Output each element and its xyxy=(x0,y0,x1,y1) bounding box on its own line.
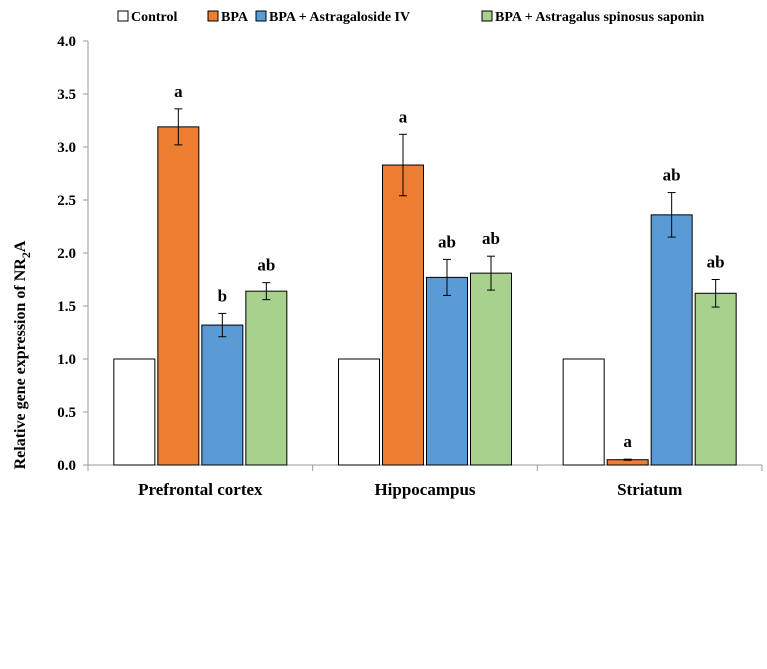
bar xyxy=(245,290,288,466)
legend-swatch xyxy=(481,10,493,22)
y-tick-label: 3.0 xyxy=(57,140,76,156)
legend-entry: BPA + Astragaloside IV xyxy=(269,10,410,25)
legend-swatch xyxy=(207,10,219,22)
bar xyxy=(694,292,737,466)
axes: 0.0 0.5 1.0 1.5 2.0 2.5 3.0 3.5 4.0 Prefrontal co… xyxy=(57,34,763,499)
significance-label: ab xyxy=(707,253,725,272)
bar xyxy=(201,324,244,466)
significance-label: ab xyxy=(663,166,681,185)
bars xyxy=(113,126,737,466)
significance-label: a xyxy=(623,432,632,451)
bar xyxy=(650,214,693,466)
significance-label: a xyxy=(174,82,183,101)
y-tick-label: 3.5 xyxy=(57,87,76,103)
bar xyxy=(470,272,512,466)
bar xyxy=(157,126,200,466)
bar xyxy=(113,358,156,466)
legend-swatch xyxy=(117,10,129,22)
legend-entry: BPA + Astragalus spinosus saponin xyxy=(495,10,704,25)
y-tick-label: 4.0 xyxy=(57,34,76,50)
y-tick-label: 0.5 xyxy=(57,405,76,421)
bar xyxy=(338,358,380,466)
error-bars xyxy=(174,108,720,461)
y-axis-label: Relative gene expression of NR2A xyxy=(12,240,33,469)
y-tick-label: 0.0 xyxy=(57,458,76,474)
y-tick-label: 1.0 xyxy=(57,352,76,368)
bar xyxy=(382,164,424,466)
legend-entry: Control xyxy=(131,10,178,25)
significance-label: b xyxy=(218,286,227,305)
significance-label: ab xyxy=(257,256,275,275)
category-label: Prefrontal cortex xyxy=(138,480,263,499)
y-tick-label: 2.0 xyxy=(57,246,76,262)
legend-entry: BPA xyxy=(221,10,249,25)
y-tick-label: 1.5 xyxy=(57,299,76,315)
significance-label: a xyxy=(399,107,408,126)
bar xyxy=(562,358,605,466)
significance-label: ab xyxy=(438,232,456,251)
bar xyxy=(426,276,468,466)
y-tick-label: 2.5 xyxy=(57,193,76,209)
legend: Control BPA BPA + Astragaloside IV BPA + As… xyxy=(117,10,704,25)
category-label: Striatum xyxy=(617,480,682,499)
significance-label: ab xyxy=(482,229,500,248)
legend-swatch xyxy=(255,10,267,22)
category-label: Hippocampus xyxy=(374,480,475,499)
